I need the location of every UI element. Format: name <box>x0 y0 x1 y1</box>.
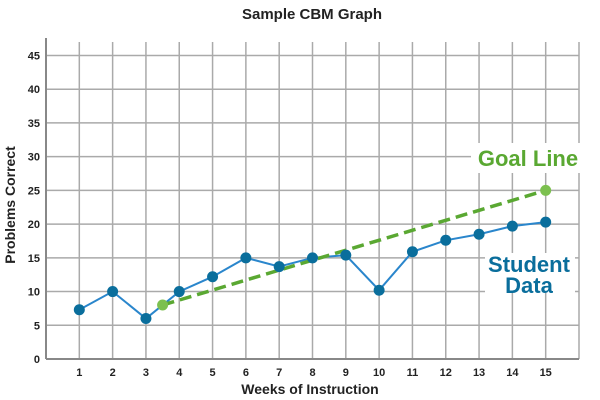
x-tick-label: 2 <box>110 367 116 379</box>
x-tick-label: 6 <box>243 367 249 379</box>
x-tick-label: 7 <box>276 367 282 379</box>
student-data-label-line1: Student <box>488 252 571 277</box>
student-data-label-line2: Data <box>505 273 553 298</box>
goal-label-bg <box>471 143 585 173</box>
student-data-point <box>440 234 452 246</box>
y-tick-label: 10 <box>28 287 40 299</box>
axes <box>45 38 579 360</box>
x-tick-label: 14 <box>506 367 519 379</box>
x-tick-label: 8 <box>309 367 315 379</box>
student-data-point <box>406 246 418 258</box>
student-data-point <box>540 216 552 228</box>
grid <box>46 42 580 359</box>
goal-line-label: Goal Line <box>478 146 578 171</box>
y-tick-label: 25 <box>28 185 40 197</box>
x-tick-label: 1 <box>76 367 82 379</box>
student-data-point <box>240 252 252 264</box>
x-tick-label: 4 <box>176 367 183 379</box>
student-data-point <box>73 304 85 316</box>
y-tick-label: 20 <box>28 219 40 231</box>
y-tick-label: 45 <box>28 50 40 62</box>
student-data-point <box>140 313 152 325</box>
x-tick-label: 15 <box>540 367 552 379</box>
y-tick-label: 15 <box>28 253 40 265</box>
y-tick-label: 0 <box>34 354 40 366</box>
student-data-point <box>173 286 185 298</box>
student-data-point <box>373 284 385 296</box>
series-marks <box>73 184 552 325</box>
student-data-point <box>307 252 318 264</box>
student-data-point <box>506 220 518 232</box>
x-tick-label: 3 <box>143 367 149 379</box>
student-data-point <box>273 261 285 273</box>
goal-line <box>162 188 547 307</box>
y-tick-label: 5 <box>34 320 40 332</box>
x-tick-label: 5 <box>210 367 216 379</box>
x-tick-label: 10 <box>373 367 385 379</box>
x-tick-label: 9 <box>343 367 349 379</box>
x-axis-label: Weeks of Instruction <box>241 381 378 397</box>
x-tick-label: 11 <box>407 367 419 379</box>
goal-point <box>540 184 552 196</box>
x-tick-label: 12 <box>440 367 452 379</box>
y-tick-label: 30 <box>28 152 40 164</box>
y-axis-label: Problems Correct <box>2 146 18 264</box>
goal-point <box>157 299 169 311</box>
x-tick-label: 13 <box>473 367 485 379</box>
y-tick-label: 35 <box>28 118 40 130</box>
student-data-point <box>207 271 219 283</box>
y-tick-label: 40 <box>28 84 40 96</box>
student-data-point <box>340 249 352 261</box>
student-data-point <box>107 286 119 298</box>
student-data-point <box>473 228 485 240</box>
chart-title: Sample CBM Graph <box>242 6 382 23</box>
student-label-bg <box>485 253 575 293</box>
